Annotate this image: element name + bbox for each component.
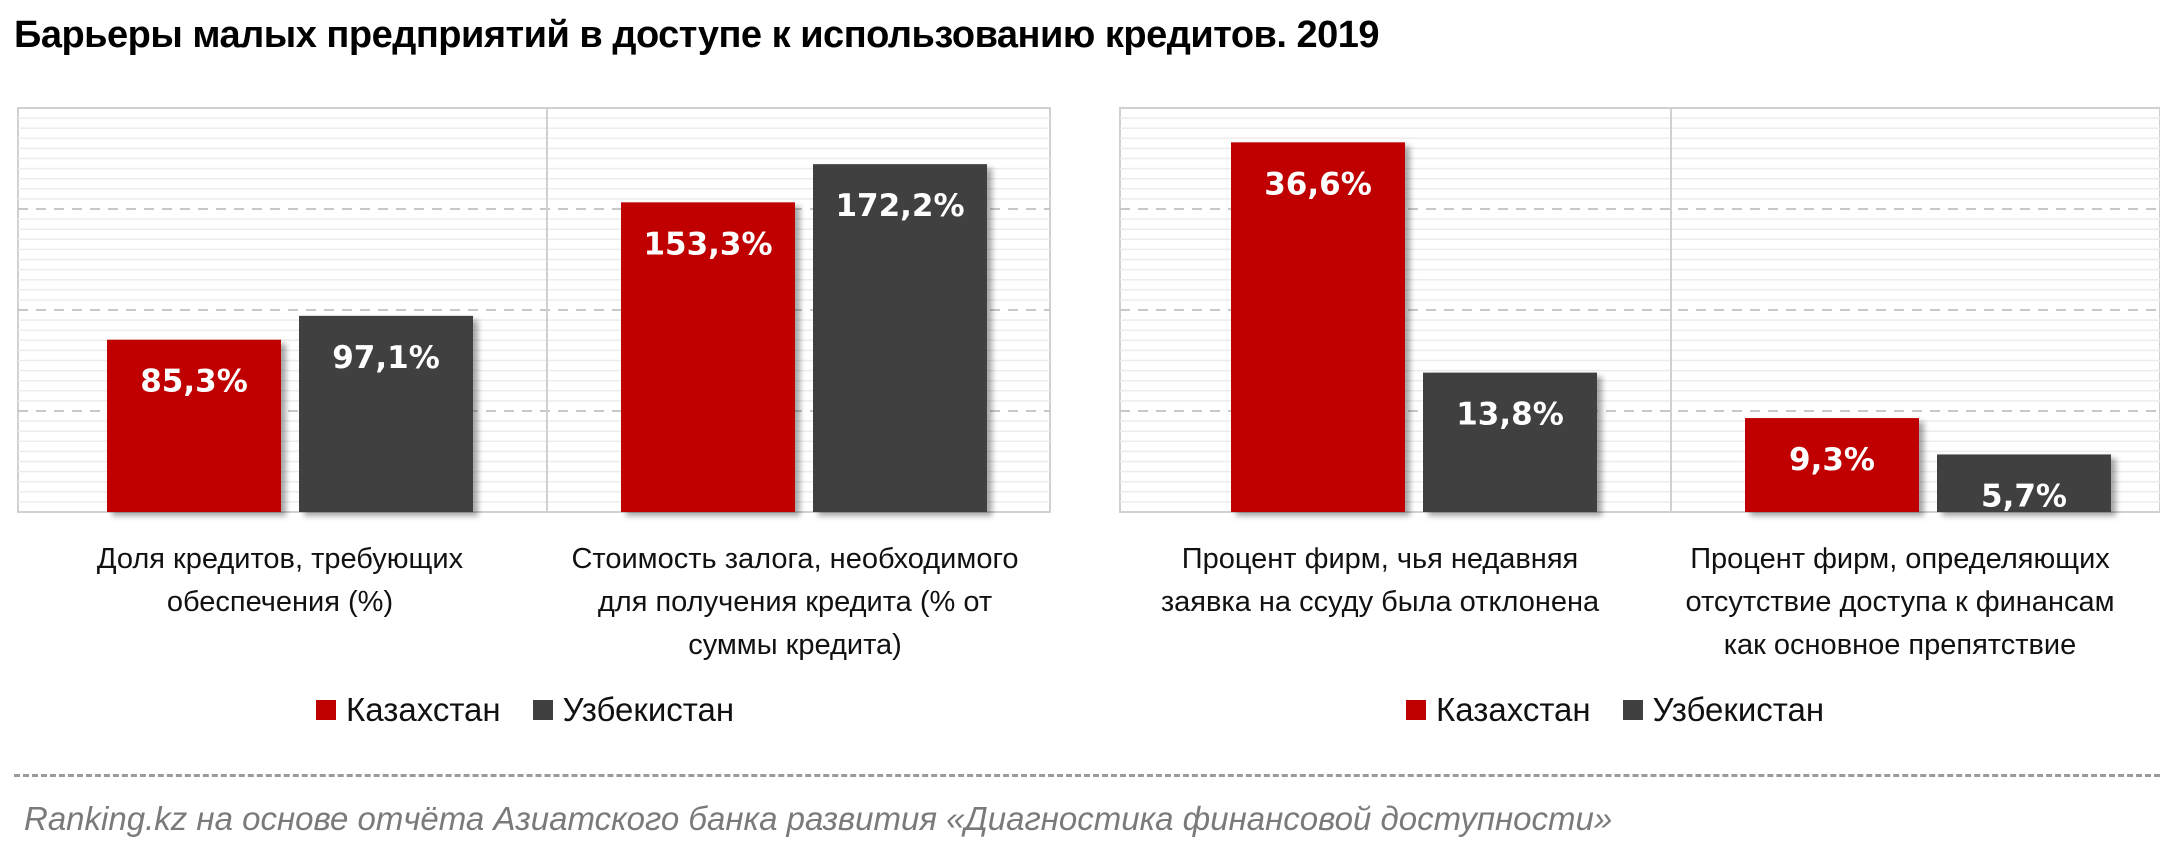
bar-uzbekistan-2: [813, 164, 987, 512]
category-line: Доля кредитов, требующих: [96, 543, 464, 575]
chart1-category-label-1: Доля кредитов, требующих обеспечения (%): [30, 538, 530, 624]
chart2-category-label-1: Процент фирм, чья недавняя заявка на ссу…: [1120, 538, 1640, 624]
legend-swatch-kazakhstan: [316, 700, 336, 720]
source-note: Ranking.kz на основе отчёта Азиатского б…: [24, 800, 1613, 837]
data-label: 172,2%: [835, 188, 964, 224]
bar-uzbekistan-1: [299, 315, 473, 512]
bar-uzbekistan-2: [1937, 454, 2111, 512]
chart2-category-label-2: Процент фирм, определяющих отсутствие до…: [1640, 538, 2160, 667]
data-label: 13,8%: [1456, 397, 1564, 433]
data-label: 9,3%: [1789, 442, 1875, 478]
legend-entry-kazakhstan: Казахстан: [316, 691, 501, 729]
category-line: как основное препятствие: [1723, 629, 2077, 661]
data-label: 36,6%: [1264, 166, 1372, 202]
bar-kazakhstan-1: [1231, 142, 1405, 512]
charts-canvas: 85,3% 153,3% 97,1% 172,2% 36,6% 9,3% 13,8% 5,7%: [17, 107, 2160, 514]
legend-swatch-uzbekistan: [532, 700, 553, 720]
chart2-legend: Казахстан Узбекистан: [1406, 688, 1846, 732]
legend-label-kazakhstan: Казахстан: [346, 691, 501, 728]
category-line: обеспечения (%): [166, 586, 394, 618]
chart-title: Барьеры малых предприятий в доступе к ис…: [14, 14, 1380, 56]
category-line: для получения кредита (% от: [597, 586, 993, 618]
category-line: суммы кредита): [688, 629, 902, 661]
source-divider: [14, 774, 2160, 777]
category-line: заявка на ссуду была отклонена: [1160, 586, 1600, 618]
category-line: Процент фирм, определяющих: [1690, 543, 2110, 575]
bar-kazakhstan-1: [107, 339, 281, 512]
category-line: Процент фирм, чья недавняя: [1181, 543, 1579, 575]
legend-swatch-uzbekistan: [1622, 700, 1643, 720]
category-line: отсутствие доступа к финансам: [1685, 586, 2115, 618]
data-label: 153,3%: [643, 226, 772, 262]
data-label: 85,3%: [140, 364, 248, 400]
legend-entry-uzbekistan: Узбекистан: [1622, 691, 1825, 729]
category-line: Стоимость залога, необходимого: [571, 543, 1019, 575]
data-label: 97,1%: [332, 340, 440, 376]
data-label: 5,7%: [1981, 478, 2067, 514]
chart1-category-label-2: Стоимость залога, необходимого для получ…: [525, 538, 1065, 667]
bar-kazakhstan-2: [621, 202, 795, 513]
legend-entry-kazakhstan: Казахстан: [1406, 691, 1591, 729]
bar-uzbekistan-1: [1423, 372, 1597, 512]
bar-kazakhstan-2: [1745, 418, 1919, 512]
legend-entry-uzbekistan: Узбекистан: [532, 691, 735, 729]
legend-label-uzbekistan: Узбекистан: [562, 691, 735, 728]
legend-label-kazakhstan: Казахстан: [1436, 691, 1591, 728]
legend-label-uzbekistan: Узбекистан: [1652, 691, 1825, 728]
chart1-legend: Казахстан Узбекистан: [316, 688, 756, 732]
legend-swatch-kazakhstan: [1406, 700, 1426, 720]
